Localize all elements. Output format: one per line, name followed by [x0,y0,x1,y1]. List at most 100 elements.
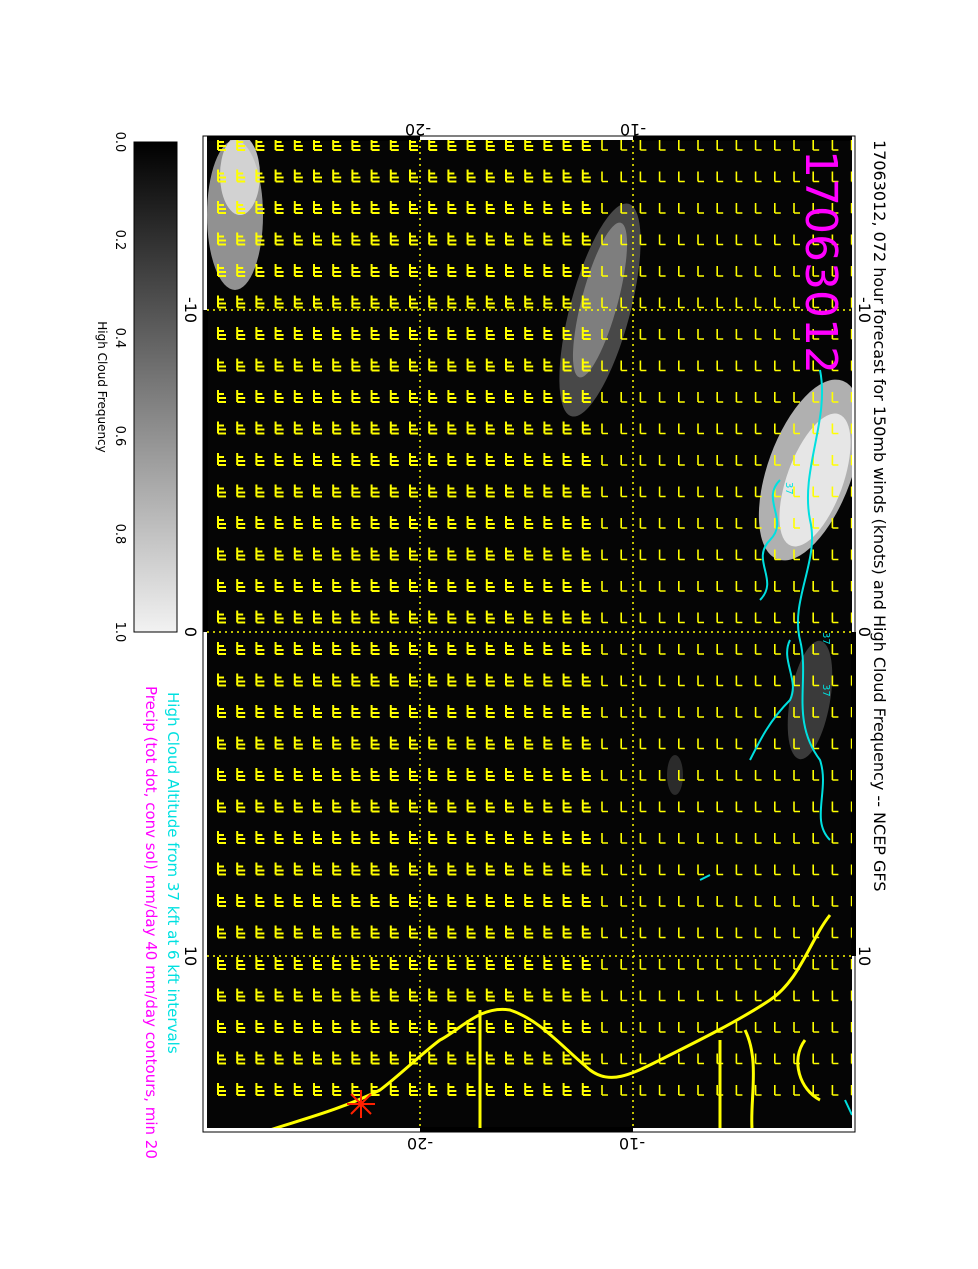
barb-stroke [543,484,553,498]
wind-barb [447,957,457,970]
barb-stroke [293,988,303,1002]
barb-stroke [485,988,495,1002]
wind-barb [466,579,476,592]
barb-stroke [524,579,534,592]
wind-barb [466,610,476,624]
barb-stroke [524,925,534,939]
barb-stroke [466,484,476,498]
barb-stroke [428,705,438,718]
barb-stroke [332,1083,342,1096]
wind-barb [274,1051,284,1065]
wind-barb [313,1020,322,1033]
barb-stroke [332,925,342,939]
wind-barb [351,957,361,970]
wind-barb [850,959,852,970]
barb-stroke [658,1022,666,1033]
wind-barb [735,959,743,970]
wind-barb [428,453,438,466]
wind-barb [658,770,666,781]
barb-stroke [447,799,457,813]
wind-barb [773,266,781,277]
barb-stroke [293,894,303,907]
barb-stroke [236,736,246,750]
wind-barb [389,736,399,750]
barb-stroke [313,516,322,529]
wind-barb [313,547,322,561]
barb-stroke [217,358,226,372]
barb-stroke [543,169,553,183]
barb-stroke [505,579,514,592]
wind-barb [793,140,800,151]
wind-barb [677,234,685,246]
wind-barb [217,799,226,813]
barb-stroke [389,736,399,750]
wind-barb [562,610,572,624]
wind-barb [428,894,438,907]
wind-barb [754,360,762,372]
barb-stroke [217,1020,226,1033]
wind-barb [658,707,666,718]
wind-barb [255,140,265,151]
barb-stroke [697,171,704,183]
barb-stroke [466,264,476,277]
barb-stroke [485,925,495,939]
wind-barb [677,455,685,466]
wind-barb [409,390,418,403]
barb-stroke [620,1053,628,1065]
wind-barb [601,770,608,781]
wind-barb [236,610,246,624]
barb-stroke [236,957,246,970]
wind-barb [370,1020,380,1033]
wind-barb [255,484,265,498]
wind-barb [639,549,647,561]
barb-stroke [831,234,839,246]
barb-stroke [255,1020,265,1033]
wind-barb [370,140,380,151]
barb-stroke [812,266,820,277]
wind-barb [754,801,762,813]
wind-barb [581,925,591,939]
barb-stroke [389,484,399,498]
wind-barb [389,579,399,592]
barb-stroke [485,547,495,561]
barb-stroke [754,1022,762,1033]
wind-barb [581,579,591,592]
barb-stroke [428,768,438,781]
barb-stroke [716,581,724,592]
barb-stroke [620,234,628,246]
wind-barb [236,862,246,876]
wind-barb [658,644,666,655]
barb-stroke [389,831,399,844]
wind-barb [639,675,647,687]
barb-stroke [409,484,418,498]
wind-barb [485,264,495,277]
wind-barb [293,264,303,277]
barb-stroke [274,327,284,340]
barb-stroke [255,264,265,277]
wind-barb [754,927,762,939]
wind-barb [524,988,534,1002]
barb-stroke [831,1022,839,1033]
barb-stroke [620,549,628,561]
barb-stroke [447,547,457,561]
wind-barb [697,518,704,529]
wind-barb [773,1022,781,1033]
cloud-blob [787,640,833,760]
barb-stroke [697,140,704,151]
wind-barb [274,1020,284,1033]
wind-barb [485,327,495,340]
wind-barb [697,486,704,498]
barb-stroke [677,455,685,466]
wind-barb [677,266,685,277]
barb-stroke [351,705,361,718]
barb-stroke [850,266,852,277]
wind-barb [677,392,685,403]
wind-barb [255,1020,265,1033]
wind-barb [351,390,361,403]
wind-barb [812,297,820,309]
wind-barb [850,707,852,718]
wind-barb [255,421,265,435]
barb-stroke [562,957,572,970]
wind-barb [217,736,226,750]
wind-barb [850,203,852,214]
